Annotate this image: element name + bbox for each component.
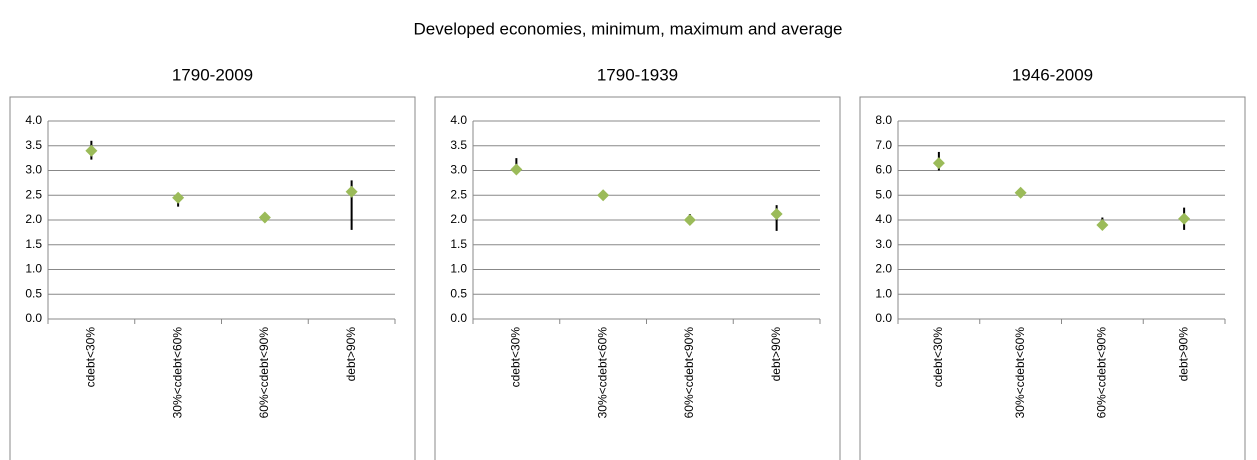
y-tick-label: 5.0 (875, 187, 892, 201)
x-tick-label: debt>90% (344, 327, 358, 382)
y-tick-label: 4.0 (875, 212, 892, 226)
y-tick-label: 0.0 (25, 311, 42, 325)
x-tick-label: 60%<cdebt<90% (257, 327, 271, 419)
average-marker (1178, 212, 1191, 225)
y-tick-label: 0.5 (25, 286, 42, 300)
x-tick-label: 30%<cdebt<60% (1013, 327, 1027, 419)
y-tick-label: 0.0 (875, 311, 892, 325)
y-tick-label: 3.0 (25, 163, 42, 177)
x-tick-label: 30%<cdebt<60% (595, 327, 609, 419)
y-tick-label: 1.0 (875, 286, 892, 300)
y-tick-label: 0.5 (450, 286, 467, 300)
x-tick-label: debt>90% (769, 327, 783, 382)
average-marker (510, 163, 523, 176)
y-tick-label: 3.5 (25, 138, 42, 152)
panel-frame (434, 96, 841, 460)
average-marker (345, 185, 358, 198)
x-tick-label: cdebt<30% (84, 327, 98, 388)
average-marker (932, 157, 945, 170)
panel-frame (9, 96, 416, 460)
y-tick-label: 2.0 (875, 262, 892, 276)
average-marker (597, 189, 610, 202)
average-marker (770, 208, 783, 221)
panel-title: 1790-1939 (597, 65, 678, 84)
y-tick-label: 1.5 (450, 237, 467, 251)
x-tick-label: cdebt<30% (931, 327, 945, 388)
chart-title: Developed economies, minimum, maximum an… (414, 19, 843, 38)
y-tick-label: 1.0 (450, 262, 467, 276)
average-marker (258, 211, 271, 224)
x-tick-label: 60%<cdebt<90% (682, 327, 696, 419)
y-tick-label: 7.0 (875, 138, 892, 152)
average-marker (1014, 186, 1027, 199)
average-marker (683, 214, 696, 226)
y-tick-label: 2.5 (25, 187, 42, 201)
y-tick-label: 1.0 (25, 262, 42, 276)
panel-frame (859, 96, 1246, 460)
average-marker (85, 144, 98, 157)
y-tick-label: 0.0 (450, 311, 467, 325)
y-tick-label: 3.5 (450, 138, 467, 152)
y-tick-label: 6.0 (875, 163, 892, 177)
x-tick-label: debt>90% (1176, 327, 1190, 382)
y-tick-label: 8.0 (875, 113, 892, 127)
y-tick-label: 3.0 (450, 163, 467, 177)
y-tick-label: 2.5 (450, 187, 467, 201)
y-tick-label: 2.0 (25, 212, 42, 226)
average-marker (1096, 218, 1109, 231)
y-tick-label: 1.5 (25, 237, 42, 251)
x-tick-label: 30%<cdebt<60% (170, 327, 184, 419)
y-tick-label: 3.0 (875, 237, 892, 251)
x-tick-label: cdebt<30% (509, 327, 523, 388)
x-tick-label: 60%<cdebt<90% (1095, 327, 1109, 419)
y-tick-label: 4.0 (25, 113, 42, 127)
y-tick-label: 2.0 (450, 212, 467, 226)
panel-title: 1790-2009 (172, 65, 253, 84)
average-marker (172, 191, 185, 204)
panel-title: 1946-2009 (1012, 65, 1093, 84)
y-tick-label: 4.0 (450, 113, 467, 127)
